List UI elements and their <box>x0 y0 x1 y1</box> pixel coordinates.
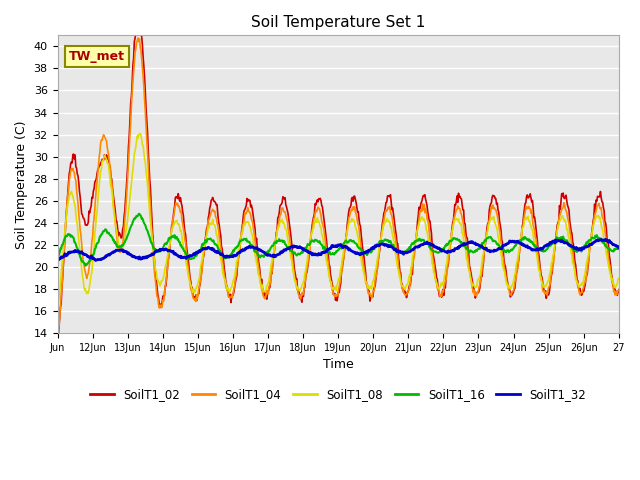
Y-axis label: Soil Temperature (C): Soil Temperature (C) <box>15 120 28 249</box>
Title: Soil Temperature Set 1: Soil Temperature Set 1 <box>251 15 426 30</box>
Legend: SoilT1_02, SoilT1_04, SoilT1_08, SoilT1_16, SoilT1_32: SoilT1_02, SoilT1_04, SoilT1_08, SoilT1_… <box>85 384 591 406</box>
X-axis label: Time: Time <box>323 359 353 372</box>
Text: TW_met: TW_met <box>68 50 125 63</box>
